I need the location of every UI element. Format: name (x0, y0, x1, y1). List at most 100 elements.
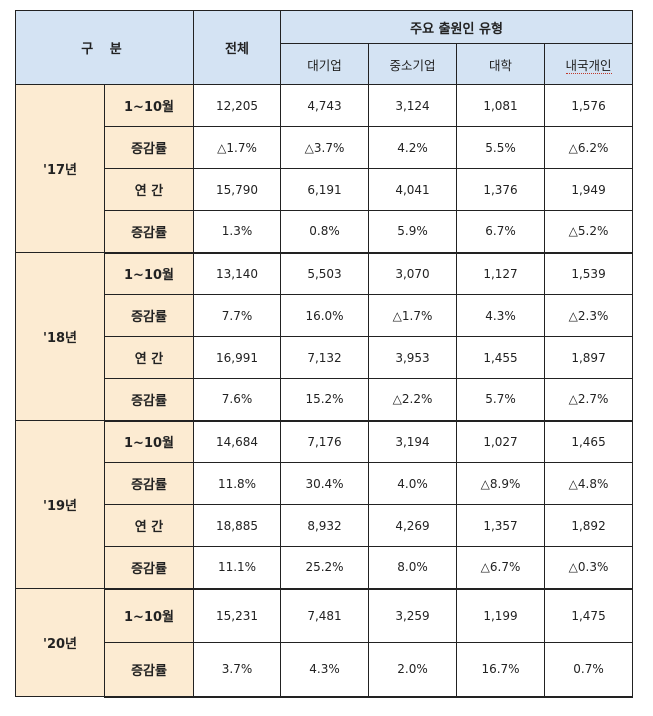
cell-value: 5,503 (280, 252, 370, 295)
header-sme: 중소기업 (368, 43, 458, 85)
cell-value: 1,357 (456, 504, 546, 547)
table-row: 증감률 11.1% 25.2% 8.0% △6.7% △0.3% (16, 546, 634, 590)
cell-value: 1,897 (544, 336, 634, 379)
cell-value: 6.7% (456, 210, 546, 254)
cell-value: 4.3% (280, 642, 370, 698)
cell-value: 1,475 (544, 588, 634, 643)
cell-value: 1,892 (544, 504, 634, 547)
cell-value: 1,027 (456, 420, 546, 463)
table-row: '17년 1~10월 12,205 4,743 3,124 1,081 1,576 (15, 84, 634, 253)
cell-value: 1,949 (544, 168, 634, 211)
table-row: 연 간 16,991 7,132 3,953 1,455 1,897 (16, 336, 634, 379)
cell-total: 16,991 (193, 336, 282, 379)
header-large-corp: 대기업 (280, 43, 370, 85)
table-row: 연 간 15,790 6,191 4,041 1,376 1,949 (16, 168, 634, 211)
year-label: '20년 (15, 588, 105, 697)
cell-total: 7.6% (193, 378, 282, 422)
cell-total: 7.7% (193, 294, 282, 337)
cell-value: 1,127 (456, 252, 546, 295)
cell-value: 7,481 (280, 588, 370, 643)
cell-value: 4.2% (368, 126, 458, 169)
cell-value: △2.2% (368, 378, 458, 422)
table-row: 증감률 7.6% 15.2% △2.2% 5.7% △2.7% (16, 378, 634, 422)
header-division: 구 분 (14, 10, 195, 85)
cell-value: 3,124 (368, 84, 458, 127)
cell-value: 30.4% (280, 462, 370, 505)
table-row: 증감률 1.3% 0.8% 5.9% 6.7% △5.2% (16, 210, 634, 254)
cell-value: 8.0% (368, 546, 458, 590)
row-label: 증감률 (103, 546, 195, 590)
table-row: '20년 1~10월 15,231 7,481 3,259 1,199 1,475 (15, 588, 634, 697)
table-row: '19년 1~10월 14,684 7,176 3,194 1,027 1,465 (15, 420, 634, 589)
cell-total: 11.1% (193, 546, 282, 590)
cell-value: 5.9% (368, 210, 458, 254)
cell-total: 11.8% (193, 462, 282, 505)
cell-value: △6.2% (544, 126, 634, 169)
row-label: 1~10월 (103, 588, 195, 643)
cell-value: △6.7% (456, 546, 546, 590)
cell-value: 0.7% (544, 642, 634, 698)
row-label: 증감률 (103, 126, 195, 169)
row-label: 1~10월 (103, 252, 195, 295)
cell-total: 15,790 (193, 168, 282, 211)
table-row: 증감률 △1.7% △3.7% 4.2% 5.5% △6.2% (16, 126, 634, 169)
header-domestic-individual-label: 내국개인 (565, 57, 612, 74)
row-label: 연 간 (103, 336, 195, 379)
cell-value: 7,176 (280, 420, 370, 463)
cell-value: 6,191 (280, 168, 370, 211)
header-total: 전체 (193, 10, 282, 85)
cell-value: △3.7% (280, 126, 370, 169)
cell-value: △5.2% (544, 210, 634, 254)
year-label: '17년 (15, 84, 105, 253)
table-row: 증감률 3.7% 4.3% 2.0% 16.7% 0.7% (16, 642, 634, 698)
cell-value: 1,376 (456, 168, 546, 211)
cell-value: △0.3% (544, 546, 634, 590)
cell-value: 4,041 (368, 168, 458, 211)
cell-value: 4.3% (456, 294, 546, 337)
row-label: 1~10월 (103, 420, 195, 463)
cell-total: △1.7% (193, 126, 282, 169)
cell-value: 1,576 (544, 84, 634, 127)
cell-value: 1,199 (456, 588, 546, 643)
cell-value: △8.9% (456, 462, 546, 505)
year-label: '18년 (15, 252, 105, 421)
cell-total: 15,231 (193, 588, 282, 643)
cell-value: 16.7% (456, 642, 546, 698)
row-label: 증감률 (103, 378, 195, 422)
cell-value: 0.8% (280, 210, 370, 254)
table-body: '17년 1~10월 12,205 4,743 3,124 1,081 1,576 증감률 △1… (15, 84, 634, 698)
cell-value: 8,932 (280, 504, 370, 547)
row-label: 연 간 (103, 168, 195, 211)
cell-value: 1,081 (456, 84, 546, 127)
cell-total: 3.7% (193, 642, 282, 698)
row-label: 증감률 (103, 294, 195, 337)
table-row: 증감률 7.7% 16.0% △1.7% 4.3% △2.3% (16, 294, 634, 337)
header-domestic-individual: 내국개인 (544, 43, 634, 85)
row-label: 증감률 (103, 642, 195, 698)
cell-value: 4.0% (368, 462, 458, 505)
cell-value: 2.0% (368, 642, 458, 698)
cell-value: 3,070 (368, 252, 458, 295)
header-university: 대학 (456, 43, 546, 85)
cell-value: 3,259 (368, 588, 458, 643)
cell-value: 5.5% (456, 126, 546, 169)
table-row: '18년 1~10월 13,140 5,503 3,070 1,127 1,539 (15, 252, 634, 421)
cell-value: △2.3% (544, 294, 634, 337)
cell-value: 5.7% (456, 378, 546, 422)
table-row: 연 간 18,885 8,932 4,269 1,357 1,892 (16, 504, 634, 547)
cell-value: 1,455 (456, 336, 546, 379)
cell-value: 3,194 (368, 420, 458, 463)
cell-value: 4,269 (368, 504, 458, 547)
cell-value: △2.7% (544, 378, 634, 422)
cell-value: 1,465 (544, 420, 634, 463)
table-row: 증감률 11.8% 30.4% 4.0% △8.9% △4.8% (16, 462, 634, 505)
cell-value: △4.8% (544, 462, 634, 505)
year-label: '19년 (15, 420, 105, 589)
cell-value: 1,539 (544, 252, 634, 295)
cell-total: 12,205 (193, 84, 282, 127)
cell-value: 15.2% (280, 378, 370, 422)
row-label: 증감률 (103, 462, 195, 505)
cell-total: 18,885 (193, 504, 282, 547)
cell-total: 14,684 (193, 420, 282, 463)
cell-total: 13,140 (193, 252, 282, 295)
